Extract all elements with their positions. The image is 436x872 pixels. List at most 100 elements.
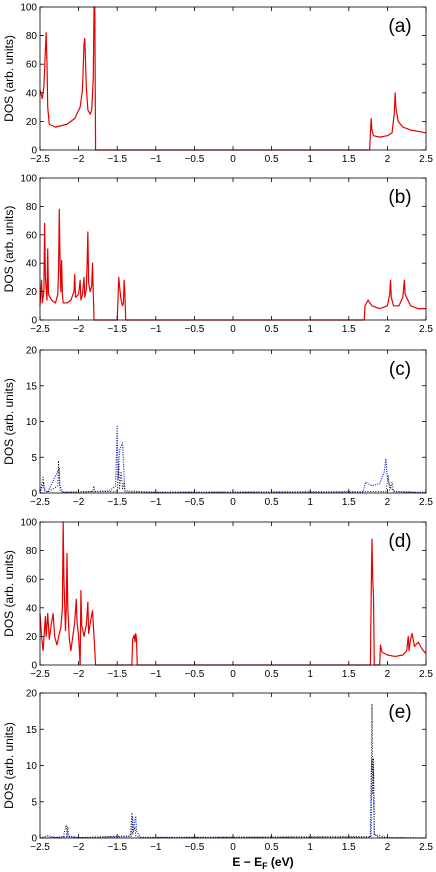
x-tick-label: 2 <box>385 324 391 335</box>
dos-panel-5: −2.5 −2 −1.5 −1 −0.5 0 0.5 1 1.5 2 2.5 0 5 10 15 20 DOS … <box>2 689 433 854</box>
x-axis-label-subscript: F <box>262 861 268 871</box>
x-axis-label-unit: (eV) <box>268 855 294 869</box>
x-tick-label: −2.5 <box>30 497 50 508</box>
series-line-dotted-blue <box>39 757 427 839</box>
y-tick-label: 80 <box>26 31 38 42</box>
y-tick-label: 10 <box>26 417 38 428</box>
x-tick-label: 0.5 <box>265 154 279 165</box>
x-tick-label: −1.5 <box>107 497 127 508</box>
y-tick-label: 15 <box>26 725 38 736</box>
x-tick-label: −0.5 <box>185 497 205 508</box>
dos-panel-2: −2.5 −2 −1.5 −1 −0.5 0 0.5 1 1.5 2 2.5 0 20 40 60 80 100… <box>2 174 433 336</box>
y-tick-label: 0 <box>31 834 37 845</box>
x-tick-label: 1.5 <box>342 842 356 853</box>
x-tick-label: −2.5 <box>30 154 50 165</box>
y-tick-label: 60 <box>26 575 38 586</box>
y-tick-label: 20 <box>26 632 38 643</box>
x-tick-label: −1 <box>150 324 162 335</box>
series-line-dotted-black <box>39 460 427 494</box>
y-tick-label: 0 <box>31 146 37 157</box>
y-tick-label: 20 <box>26 346 38 357</box>
x-tick-label: 1.5 <box>342 324 356 335</box>
x-tick-label: 0 <box>230 842 236 853</box>
y-tick-label: 20 <box>26 287 38 298</box>
dos-panel-1: −2.5 −2 −1.5 −1 −0.5 0 0.5 1 1.5 2 2.5 0 20 40 60 80 100… <box>2 3 433 166</box>
y-tick-label: 5 <box>31 453 37 464</box>
x-tick-label: −2 <box>73 669 85 680</box>
series-line-solid-red <box>39 521 427 666</box>
y-tick-label: 0 <box>31 661 37 672</box>
x-tick-label: −2 <box>73 324 85 335</box>
x-tick-label: −0.5 <box>185 324 205 335</box>
x-tick-label: −0.5 <box>185 669 205 680</box>
plot-frame <box>39 349 427 494</box>
dos-panel-4: −2.5 −2 −1.5 −1 −0.5 0 0.5 1 1.5 2 2.5 0 20 40 60 80 100… <box>2 518 433 681</box>
series-line-solid-red <box>39 208 426 321</box>
y-axis-label: DOS (arb. units) <box>2 722 16 809</box>
x-tick-label: 0 <box>230 154 236 165</box>
y-tick-label: 100 <box>20 174 37 185</box>
series-line-dotted-black <box>39 703 427 839</box>
x-tick-label: 2.5 <box>419 842 433 853</box>
x-tick-label: −2 <box>73 154 85 165</box>
x-tick-label: 0.5 <box>265 842 279 853</box>
x-tick-label: 0 <box>230 669 236 680</box>
y-axis-label: DOS (arb. units) <box>2 206 16 293</box>
x-tick-label: −1 <box>150 669 162 680</box>
y-tick-label: 40 <box>26 88 38 99</box>
x-tick-label: 1 <box>307 497 313 508</box>
plot-frame <box>39 6 427 151</box>
y-axis-label: DOS (arb. units) <box>2 378 16 465</box>
x-tick-label: 1 <box>307 842 313 853</box>
x-tick-label: 2 <box>385 842 391 853</box>
x-tick-label: 2.5 <box>419 324 433 335</box>
x-tick-label: 2 <box>385 669 391 680</box>
y-tick-label: 0 <box>31 316 37 327</box>
x-tick-label: 1.5 <box>342 154 356 165</box>
y-tick-label: 5 <box>31 797 37 808</box>
x-tick-label: −2.5 <box>30 669 50 680</box>
x-tick-label: 2.5 <box>419 669 433 680</box>
x-tick-label: 1 <box>307 669 313 680</box>
x-tick-label: −2 <box>73 842 85 853</box>
y-tick-label: 20 <box>26 117 38 128</box>
plot-frame <box>39 692 427 839</box>
x-tick-label: −1 <box>150 154 162 165</box>
y-tick-label: 80 <box>26 202 38 213</box>
y-tick-label: 10 <box>26 761 38 772</box>
y-tick-label: 80 <box>26 546 38 557</box>
y-tick-label: 20 <box>26 689 38 700</box>
series-line-solid-red <box>39 6 427 151</box>
x-tick-label: 1.5 <box>342 669 356 680</box>
x-tick-label: −2.5 <box>30 842 50 853</box>
y-axis-label: DOS (arb. units) <box>2 35 16 122</box>
y-tick-label: 100 <box>20 518 37 529</box>
x-tick-label: 2.5 <box>419 154 433 165</box>
y-tick-label: 40 <box>26 603 38 614</box>
x-tick-label: −1.5 <box>107 154 127 165</box>
x-tick-label: 0.5 <box>265 497 279 508</box>
x-tick-label: 2.5 <box>419 497 433 508</box>
series-line-dotted-blue <box>39 424 427 494</box>
x-tick-label: 0.5 <box>265 669 279 680</box>
plot-frame <box>39 521 427 666</box>
panel-label: (c) <box>389 359 411 380</box>
x-tick-label: −1 <box>150 497 162 508</box>
y-tick-label: 60 <box>26 60 38 71</box>
x-tick-label: 0 <box>230 324 236 335</box>
x-tick-label: −0.5 <box>185 154 205 165</box>
x-tick-label: 2 <box>385 154 391 165</box>
x-tick-label: −2.5 <box>30 324 50 335</box>
panel-label: (e) <box>388 702 411 723</box>
x-tick-label: 1.5 <box>342 497 356 508</box>
x-tick-label: −0.5 <box>185 842 205 853</box>
x-tick-label: 1 <box>307 154 313 165</box>
y-tick-label: 15 <box>26 381 38 392</box>
y-tick-label: 100 <box>20 3 37 14</box>
x-tick-label: 1 <box>307 324 313 335</box>
y-tick-label: 0 <box>31 489 37 500</box>
x-tick-label: 2 <box>385 497 391 508</box>
panel-label: (a) <box>388 16 411 37</box>
y-tick-label: 60 <box>26 230 38 241</box>
